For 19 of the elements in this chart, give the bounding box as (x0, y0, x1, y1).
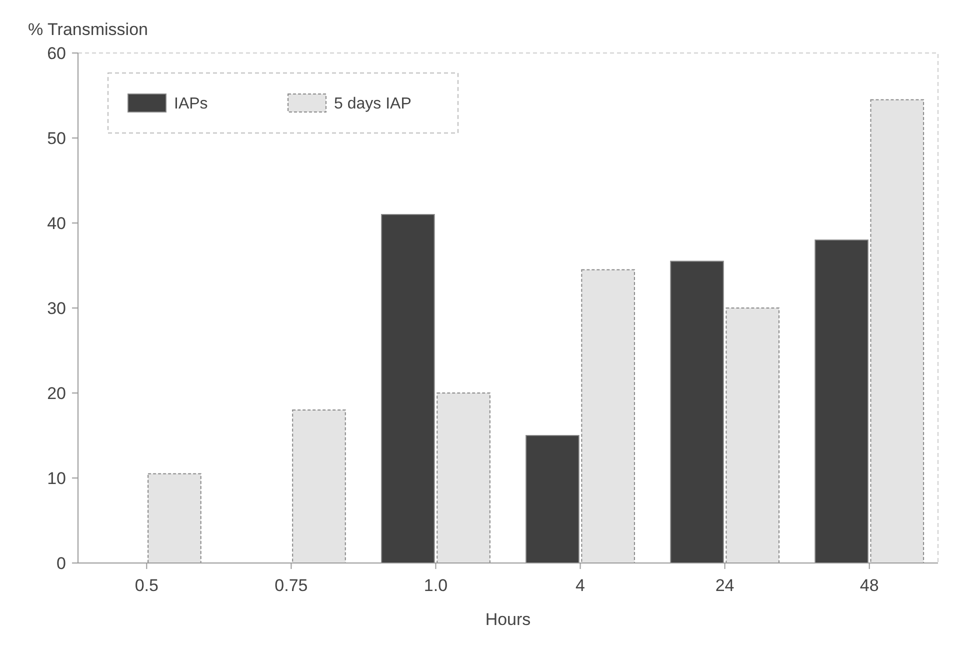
legend-label: IAPs (174, 96, 208, 113)
y-tick-label: 40 (47, 214, 66, 233)
x-tick-label: 4 (576, 576, 586, 595)
y-tick-label: 10 (47, 468, 66, 488)
legend-label: 5 days IAP (334, 96, 412, 113)
bar (148, 473, 202, 564)
y-tick-label: 30 (47, 298, 66, 318)
x-tick-label: 48 (860, 576, 879, 595)
bar (292, 410, 346, 564)
y-axis-title: % Transmission (28, 20, 148, 39)
y-tick-label: 20 (47, 384, 66, 403)
x-axis-title: Hours (485, 610, 531, 629)
x-tick-label: 24 (715, 576, 734, 595)
y-tick-label: 60 (47, 44, 66, 63)
x-tick-label: 0.5 (134, 576, 158, 595)
x-tick-label: 1.0 (424, 576, 448, 595)
y-tick-label: 50 (47, 128, 66, 148)
y-tick-label: 0 (56, 554, 66, 573)
x-tick-label: 0.75 (274, 576, 308, 595)
